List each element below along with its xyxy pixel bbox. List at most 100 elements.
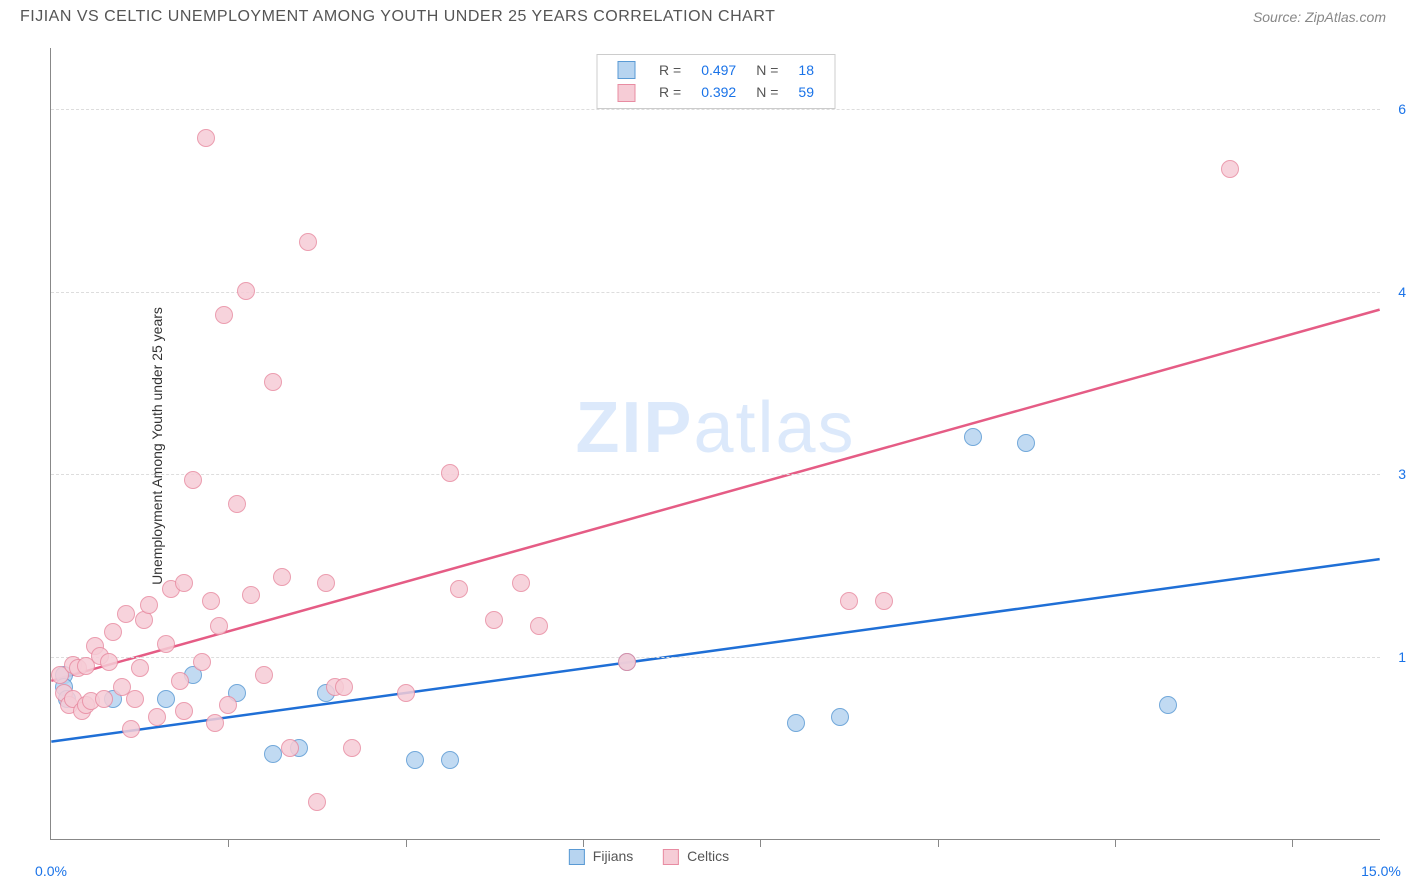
- x-tick: [760, 839, 761, 847]
- scatter-point: [1017, 434, 1035, 452]
- scatter-point: [171, 672, 189, 690]
- scatter-point: [512, 574, 530, 592]
- scatter-point: [148, 708, 166, 726]
- r-label: R =: [659, 62, 681, 78]
- y-tick-label: 30.0%: [1398, 466, 1406, 482]
- swatch-fijians-icon: [569, 849, 585, 865]
- legend-correlation-stats: R = 0.497 N = 18 R = 0.392 N = 59: [596, 54, 835, 109]
- scatter-point: [264, 745, 282, 763]
- scatter-point: [104, 623, 122, 641]
- scatter-point: [175, 702, 193, 720]
- source-value: ZipAtlas.com: [1305, 9, 1386, 25]
- scatter-point: [1221, 160, 1239, 178]
- legend-series: Fijians Celtics: [569, 848, 729, 865]
- chart-title: FIJIAN VS CELTIC UNEMPLOYMENT AMONG YOUT…: [20, 8, 775, 26]
- scatter-point: [273, 568, 291, 586]
- scatter-point: [264, 373, 282, 391]
- scatter-point: [299, 233, 317, 251]
- legend-item-celtics: Celtics: [663, 848, 729, 865]
- legend-row-celtics: R = 0.392 N = 59: [607, 81, 824, 103]
- source-label: Source:: [1253, 9, 1301, 25]
- scatter-point: [140, 596, 158, 614]
- scatter-point: [255, 666, 273, 684]
- swatch-celtics: [617, 84, 635, 102]
- legend-label-fijians: Fijians: [593, 848, 633, 864]
- legend-row-fijians: R = 0.497 N = 18: [607, 59, 824, 81]
- r-value-fijians: 0.497: [701, 62, 736, 78]
- scatter-point: [210, 617, 228, 635]
- scatter-point: [335, 678, 353, 696]
- chart-container: FIJIAN VS CELTIC UNEMPLOYMENT AMONG YOUT…: [0, 0, 1406, 892]
- swatch-celtics-icon: [663, 849, 679, 865]
- scatter-point: [122, 720, 140, 738]
- scatter-point: [206, 714, 224, 732]
- scatter-point: [964, 428, 982, 446]
- r-value-celtics: 0.392: [701, 84, 736, 100]
- scatter-point: [530, 617, 548, 635]
- scatter-point: [242, 586, 260, 604]
- x-tick: [228, 839, 229, 847]
- scatter-point: [202, 592, 220, 610]
- scatter-point: [131, 659, 149, 677]
- x-tick: [1115, 839, 1116, 847]
- n-label: N =: [756, 84, 778, 100]
- scatter-point: [308, 793, 326, 811]
- n-value-celtics: 59: [798, 84, 814, 100]
- scatter-point: [840, 592, 858, 610]
- gridline-horizontal: [51, 474, 1380, 475]
- x-tick-label: 15.0%: [1361, 863, 1401, 879]
- scatter-point: [237, 282, 255, 300]
- chart-header: FIJIAN VS CELTIC UNEMPLOYMENT AMONG YOUT…: [0, 0, 1406, 30]
- scatter-point: [228, 495, 246, 513]
- scatter-point: [1159, 696, 1177, 714]
- scatter-point: [126, 690, 144, 708]
- scatter-point: [406, 751, 424, 769]
- watermark-zip: ZIP: [575, 388, 693, 468]
- scatter-point: [175, 574, 193, 592]
- legend-item-fijians: Fijians: [569, 848, 633, 865]
- gridline-horizontal: [51, 109, 1380, 110]
- scatter-point: [441, 751, 459, 769]
- scatter-point: [317, 574, 335, 592]
- scatter-point: [343, 739, 361, 757]
- y-tick-label: 60.0%: [1398, 101, 1406, 117]
- swatch-fijians: [617, 61, 635, 79]
- scatter-point: [197, 129, 215, 147]
- gridline-horizontal: [51, 657, 1380, 658]
- scatter-point: [831, 708, 849, 726]
- scatter-point: [157, 690, 175, 708]
- scatter-point: [441, 464, 459, 482]
- scatter-point: [95, 690, 113, 708]
- x-tick: [1292, 839, 1293, 847]
- y-tick-label: 15.0%: [1398, 649, 1406, 665]
- scatter-point: [193, 653, 211, 671]
- scatter-point: [215, 306, 233, 324]
- chart-source: Source: ZipAtlas.com: [1253, 9, 1386, 25]
- trend-lines-svg: [51, 48, 1380, 839]
- scatter-point: [618, 653, 636, 671]
- y-tick-label: 45.0%: [1398, 284, 1406, 300]
- scatter-point: [184, 471, 202, 489]
- x-tick: [583, 839, 584, 847]
- scatter-point: [100, 653, 118, 671]
- n-label: N =: [756, 62, 778, 78]
- scatter-point: [219, 696, 237, 714]
- scatter-point: [281, 739, 299, 757]
- n-value-fijians: 18: [798, 62, 814, 78]
- x-tick: [406, 839, 407, 847]
- scatter-point: [450, 580, 468, 598]
- trend-line: [51, 310, 1379, 681]
- watermark-atlas: atlas: [693, 388, 855, 468]
- watermark: ZIPatlas: [575, 387, 855, 469]
- plot-area: ZIPatlas R = 0.497 N = 18 R = 0.392 N = …: [50, 48, 1380, 840]
- legend-label-celtics: Celtics: [687, 848, 729, 864]
- scatter-point: [875, 592, 893, 610]
- x-tick: [938, 839, 939, 847]
- r-label: R =: [659, 84, 681, 100]
- scatter-point: [787, 714, 805, 732]
- scatter-point: [157, 635, 175, 653]
- scatter-point: [117, 605, 135, 623]
- scatter-point: [485, 611, 503, 629]
- x-tick-label: 0.0%: [35, 863, 67, 879]
- scatter-point: [397, 684, 415, 702]
